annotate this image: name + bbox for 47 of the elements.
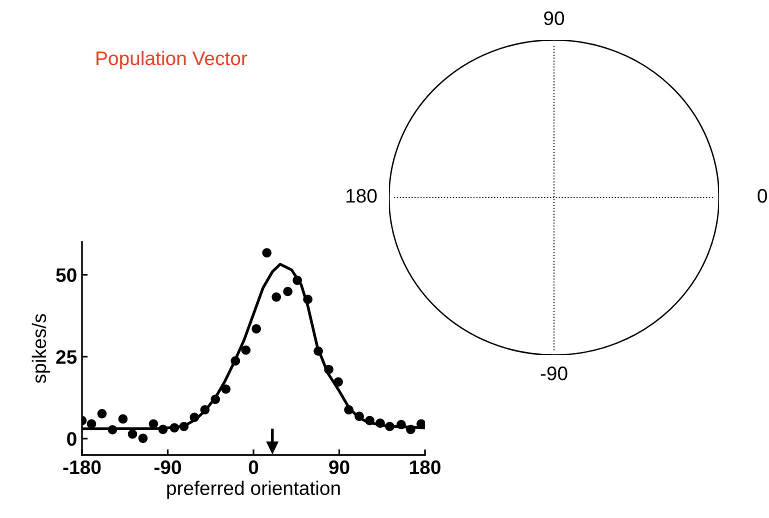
x-tick-label: 0	[248, 460, 258, 474]
text: 0	[758, 188, 768, 203]
y-tick-label: 50	[56, 268, 76, 282]
point	[376, 418, 385, 428]
x-tick-label: 180	[410, 460, 440, 474]
point	[406, 424, 416, 434]
text: -90	[540, 366, 568, 380]
point	[303, 294, 312, 304]
point	[241, 345, 251, 355]
point	[385, 422, 394, 432]
point	[344, 405, 354, 414]
point	[272, 292, 282, 302]
text: 180	[346, 188, 377, 203]
text: Population Vector	[96, 50, 248, 70]
point	[314, 346, 323, 356]
point	[230, 356, 240, 366]
point	[283, 286, 292, 296]
point	[210, 394, 220, 404]
y-tick-label: 0	[67, 432, 76, 446]
point	[396, 420, 406, 430]
point	[334, 377, 343, 387]
point	[292, 276, 302, 285]
y-tick-label: 25	[56, 350, 77, 364]
point	[128, 429, 138, 439]
point	[252, 324, 262, 334]
x-axis-title: preferred orientation	[167, 480, 340, 499]
text: 90	[544, 11, 564, 26]
point	[190, 412, 200, 422]
point	[262, 248, 272, 258]
x-tick-label: 90	[329, 460, 350, 474]
point	[365, 416, 374, 426]
point	[108, 425, 118, 434]
point	[354, 412, 364, 421]
x-tick-label: -90	[154, 460, 182, 474]
point	[86, 419, 96, 429]
point	[324, 364, 334, 374]
x-tick-label: -180	[63, 460, 101, 474]
point	[179, 422, 189, 432]
point	[148, 419, 158, 429]
y-axis-title: spikes/s	[32, 314, 50, 384]
point	[138, 434, 148, 443]
point	[200, 405, 210, 414]
point	[170, 423, 180, 432]
point	[118, 414, 128, 424]
point	[221, 384, 231, 394]
point	[97, 409, 107, 418]
point	[158, 424, 168, 434]
